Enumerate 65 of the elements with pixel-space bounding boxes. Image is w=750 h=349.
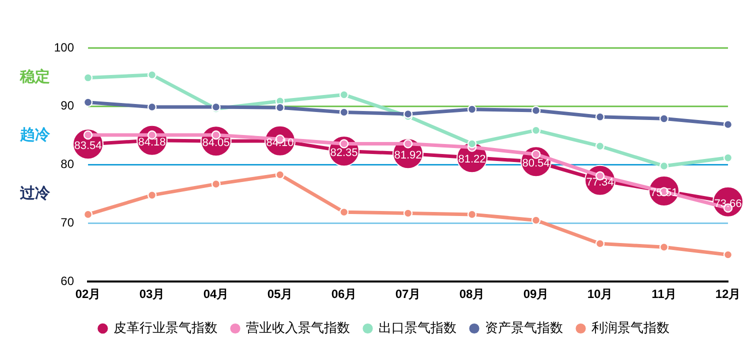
text: 稳定 (19, 67, 50, 86)
x-tick-label: 07月 (395, 287, 421, 302)
point (659, 161, 669, 171)
point (83, 130, 93, 140)
legend-label: 营业收入景气指数 (246, 320, 350, 336)
x-tick-label: 11月 (652, 287, 676, 302)
point (595, 112, 605, 122)
y-tick-label: 90 (60, 98, 74, 113)
data-label: 82.35 (330, 147, 358, 160)
point (83, 73, 93, 82)
data-label: 81.92 (394, 150, 422, 162)
point (211, 179, 221, 189)
point (403, 208, 413, 218)
point (595, 239, 605, 248)
point (531, 216, 541, 225)
x-tick-label: 04月 (203, 287, 229, 302)
legend-label: 出口景气指数 (378, 320, 456, 336)
point (339, 208, 349, 217)
x-tick-label: 12月 (715, 287, 741, 302)
point (531, 126, 541, 135)
point (403, 139, 413, 148)
data-label: 83.54 (74, 140, 102, 152)
x-tick-label: 02月 (75, 287, 101, 302)
point (723, 250, 733, 260)
x-tick-label: 10月 (587, 287, 613, 302)
data-label: 80.54 (522, 158, 550, 170)
point (339, 108, 349, 117)
x-tick-label: 03月 (139, 287, 165, 302)
point (531, 106, 541, 116)
point (531, 150, 541, 159)
x-tick-label: 06月 (331, 287, 357, 302)
point (659, 114, 669, 124)
point (147, 190, 157, 200)
point (339, 90, 349, 100)
point (147, 102, 157, 112)
point (467, 139, 477, 148)
y-tick-label: 80 (60, 157, 74, 172)
legend-label: 皮革行业景气指数 (113, 320, 218, 336)
data-label: 81.22 (458, 154, 486, 166)
point (83, 98, 93, 107)
point (467, 104, 477, 114)
x-tick-label: 08月 (459, 287, 485, 302)
point (147, 70, 157, 80)
point (275, 102, 285, 112)
data-label: 84.05 (202, 137, 230, 150)
point (723, 153, 733, 162)
point (659, 242, 669, 252)
y-tick-label: 100 (54, 40, 74, 54)
x-tick-label: 09月 (523, 287, 549, 302)
y-tick-label: 60 (60, 274, 74, 288)
y-tick-label: 70 (60, 216, 74, 230)
point (467, 210, 477, 220)
x-tick-label: 05月 (267, 287, 293, 302)
data-label: 84.18 (138, 136, 166, 148)
point (403, 109, 413, 119)
point (275, 170, 285, 180)
data-label: 77.34 (586, 176, 614, 188)
text: 过冷 (19, 185, 51, 202)
point (595, 142, 605, 151)
point (339, 139, 349, 148)
legend-label: 资产景气指数 (484, 320, 563, 336)
point (723, 120, 733, 130)
legend-label: 利润景气指数 (591, 320, 670, 336)
text: 趋冷 (19, 126, 51, 144)
point (83, 210, 93, 220)
